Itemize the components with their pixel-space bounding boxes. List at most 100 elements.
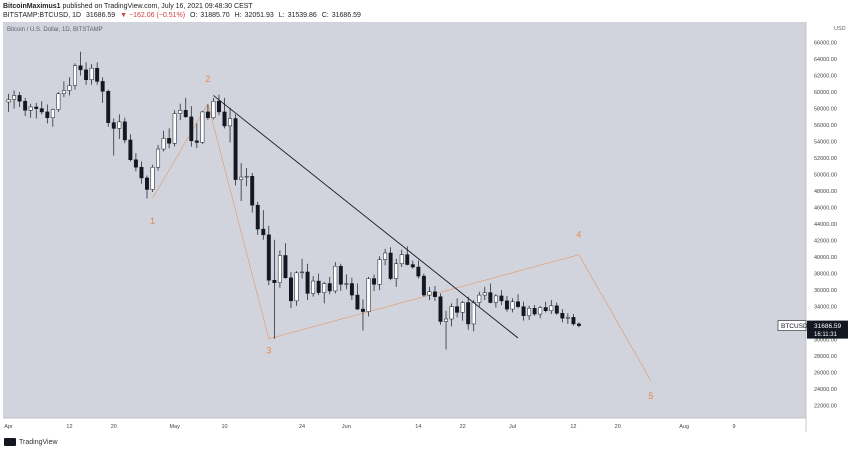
candle-body [466,302,471,325]
candle-body [111,122,116,129]
candle-body [516,301,520,307]
y-tick-label: 30000.00 [814,338,837,344]
candle-body [194,140,199,143]
candle-body [432,291,437,297]
footer: TradingView [4,438,58,446]
y-tick-label: 36000.00 [814,288,837,294]
candle-body [576,323,581,326]
candle-body [311,280,316,294]
price-tag [807,320,848,339]
symbol-tag-label: BTCUSD [781,323,808,330]
candle-body [211,100,216,118]
candle-body [266,234,271,281]
publish-line: BitcoinMaximus1 published on TradingView… [3,2,364,11]
candle-body [183,110,188,118]
candle-body [156,148,161,168]
descending-trendline[interactable] [213,95,519,339]
candle-body [527,308,532,316]
candle-body [410,264,415,268]
candle-body [333,265,338,292]
candle-body [106,91,111,123]
y-tick-label: 58000.00 [814,107,837,113]
candle-body [139,166,144,179]
candle-body [322,283,327,293]
candle-body [565,317,570,319]
x-tick-label: 22 [460,424,466,430]
candle-body [377,259,382,285]
candle-body [388,252,393,279]
candle-body [532,308,537,315]
candle-body [471,302,476,325]
y-tick-label: 40000.00 [814,255,837,261]
x-tick-label: 14 [415,424,421,430]
y-tick-label: 52000.00 [814,156,837,162]
y-tick-label: 54000.00 [814,140,837,146]
candle-body [360,308,365,312]
price-axis[interactable] [806,22,850,418]
x-tick-label: 20 [615,424,621,430]
candle-body [6,99,11,103]
x-tick-label: 9 [732,424,735,430]
candle-body [349,283,354,296]
change: ▼ −162.06 (−0.51%) [120,12,186,19]
header: BitcoinMaximus1 published on TradingView… [3,2,364,20]
wave-label-1: 1 [150,216,155,226]
candle-body [161,138,166,150]
candle-body [538,307,543,315]
low-value: 31539.86 [287,12,317,19]
candle-body [250,176,255,206]
candle-body [50,109,55,118]
candle-body [405,254,410,265]
author[interactable]: BitcoinMaximus1 [3,3,61,10]
candle-body [45,111,50,118]
x-tick-label: May [169,424,180,430]
candle-body [427,291,432,296]
candle-body [217,100,221,113]
high-label: H: [234,12,242,19]
candle-body [444,318,449,322]
candle-body [327,283,332,292]
candle-body [133,159,138,168]
candle-body [560,312,565,319]
last-price: 31686.59 [86,12,116,19]
candle-body [239,176,244,180]
high-value: 32051.93 [244,12,274,19]
candle-body [482,292,487,296]
candle-body [300,271,305,274]
symbol-tag [777,320,807,331]
open-label: O: [190,12,198,19]
candle-body [17,95,22,102]
candle-body [399,254,404,264]
x-tick-label: 20 [111,424,117,430]
candle-body [189,116,194,142]
y-tick-label: 60000.00 [814,90,837,96]
chart-title: Bitcoin / U.S. Dollar, 1D, BITSTAMP [7,27,103,33]
x-tick-label: 10 [221,424,227,430]
close-label: C: [321,12,329,19]
candle-body [233,118,238,180]
candle-body [510,301,515,310]
candle-body [272,279,277,283]
y-tick-label: 50000.00 [814,173,837,179]
candle-body [117,121,122,129]
candle-body [84,69,89,80]
y-tick-label: 56000.00 [814,123,837,129]
y-tick-label: 34000.00 [814,305,837,311]
candle-body [205,111,210,118]
candle-body [167,138,172,144]
candle-body [34,106,39,109]
candle-body [39,108,44,113]
candle-body [372,278,377,285]
y-tick-label: 22000.00 [814,404,837,410]
wave-label-2: 2 [205,74,210,84]
candle-body [128,139,133,161]
y-tick-label: 44000.00 [814,222,837,228]
candle-body [344,283,349,285]
tradingview-logo-icon [4,438,16,446]
x-tick-label: Jul [509,424,516,430]
candle-body [355,294,360,310]
plot-area[interactable] [3,22,806,418]
candle-body [73,65,77,86]
candle-body [122,121,127,141]
